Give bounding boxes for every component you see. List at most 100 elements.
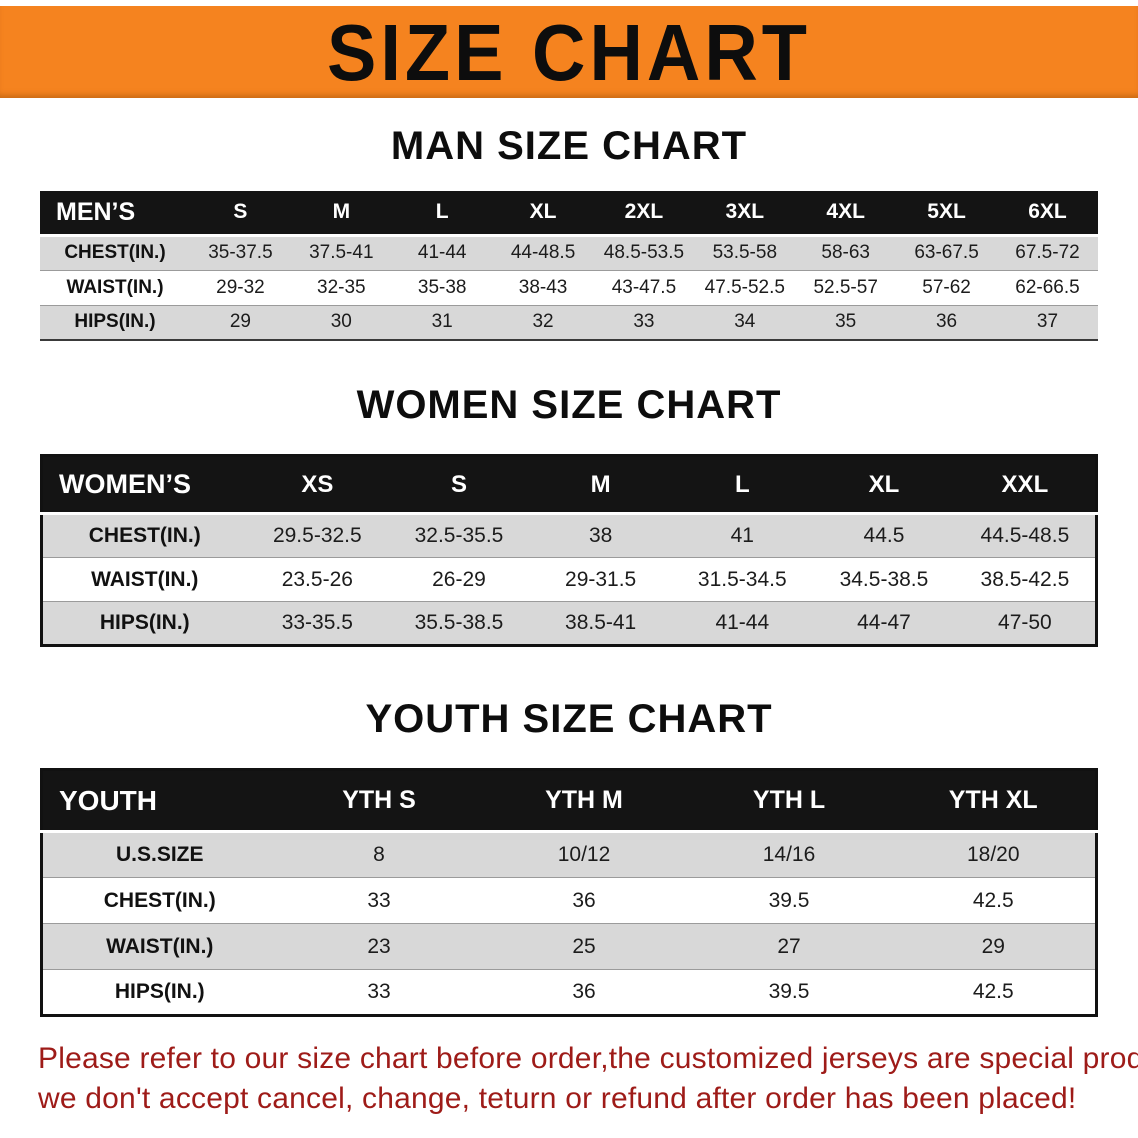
size-value: 44.5-48.5	[954, 512, 1097, 558]
size-value: 34.5-38.5	[813, 557, 955, 602]
size-value: 35.5-38.5	[388, 601, 530, 646]
size-value: 35-38	[391, 270, 493, 306]
table-row: WAIST(IN.) 23 25 27 29	[41, 923, 1097, 970]
size-column-header: L	[391, 191, 493, 235]
size-value: 36	[896, 305, 997, 341]
size-column-header: M	[290, 191, 392, 235]
size-value: 32	[492, 305, 594, 341]
size-value: 18/20	[891, 830, 1097, 878]
size-value: 33	[593, 305, 695, 341]
size-value: 63-67.5	[896, 233, 997, 271]
banner: SIZE CHART	[0, 6, 1138, 98]
disclaimer: Please refer to our size chart before or…	[38, 1039, 1138, 1118]
size-column-header: S	[388, 455, 530, 514]
size-column-header: XXL	[954, 455, 1097, 514]
table-header-row: MEN’S S M L XL 2XL 3XL 4XL 5XL 6XL	[40, 191, 1098, 235]
youth-size-table: YOUTH YTH S YTH M YTH L YTH XL U.S.SIZE 8 10/12…	[40, 768, 1098, 1017]
size-value: 31.5-34.5	[671, 557, 814, 602]
size-value: 37	[997, 305, 1098, 341]
size-value: 36	[481, 969, 687, 1016]
size-value: 43-47.5	[593, 270, 695, 306]
table-row: HIPS(IN.) 29 30 31 32 33 34 35 36 37	[40, 305, 1098, 341]
size-column-header: 5XL	[896, 191, 997, 235]
size-value: 57-62	[896, 270, 997, 306]
youth-size-chart-heading: YOUTH SIZE CHART	[365, 697, 773, 741]
size-value: 8	[276, 830, 482, 878]
row-label: WAIST(IN.)	[41, 557, 247, 602]
size-value: 38-43	[492, 270, 594, 306]
women-size-chart-heading: WOMEN SIZE CHART	[356, 383, 782, 427]
size-value: 35	[795, 305, 897, 341]
size-value: 67.5-72	[997, 233, 1098, 271]
size-value: 10/12	[481, 830, 687, 878]
size-column-header: YTH M	[481, 769, 687, 832]
row-label: WAIST(IN.)	[41, 923, 277, 970]
size-value: 47.5-52.5	[694, 270, 796, 306]
size-column-header: YTH L	[686, 769, 892, 832]
section-women: WOMEN SIZE CHART WOMEN’S XS S M L XL XXL CHEST(…	[0, 383, 1138, 647]
size-column-header: 2XL	[593, 191, 695, 235]
row-label: WAIST(IN.)	[40, 270, 190, 306]
womens-size-table: WOMEN’S XS S M L XL XXL CHEST(IN.) 29.5-32.5 32.5…	[40, 454, 1098, 647]
size-value: 39.5	[686, 877, 892, 924]
size-column-header: 3XL	[694, 191, 796, 235]
size-value: 29	[190, 305, 291, 341]
size-value: 29	[891, 923, 1097, 970]
size-value: 62-66.5	[997, 270, 1098, 306]
size-chart-page: SIZE CHART MAN SIZE CHART MEN’S S M L XL 2XL 3…	[0, 6, 1138, 1138]
size-value: 38	[529, 512, 672, 558]
size-column-header: S	[190, 191, 291, 235]
size-column-header: YTH S	[276, 769, 482, 832]
size-value: 48.5-53.5	[593, 233, 695, 271]
size-value: 44.5	[813, 512, 955, 558]
size-column-header: YTH XL	[891, 769, 1097, 832]
size-value: 41	[671, 512, 814, 558]
size-value: 30	[290, 305, 392, 341]
size-value: 42.5	[891, 969, 1097, 1016]
size-value: 41-44	[671, 601, 814, 646]
section-men: MAN SIZE CHART MEN’S S M L XL 2XL 3XL 4XL 5XL 6XL…	[0, 124, 1138, 341]
row-label: HIPS(IN.)	[41, 601, 247, 646]
row-label: CHEST(IN.)	[40, 233, 190, 271]
table-row: HIPS(IN.) 33 36 39.5 42.5	[41, 969, 1097, 1016]
size-value: 23.5-26	[246, 557, 389, 602]
row-label: U.S.SIZE	[41, 830, 277, 878]
size-value: 34	[694, 305, 796, 341]
size-value: 53.5-58	[694, 233, 796, 271]
size-value: 38.5-41	[529, 601, 672, 646]
men-size-chart-heading: MAN SIZE CHART	[390, 124, 748, 168]
size-value: 37.5-41	[290, 233, 392, 271]
table-title: WOMEN’S	[41, 455, 247, 514]
disclaimer-line-1: Please refer to our size chart before or…	[38, 1042, 1138, 1075]
row-label: CHEST(IN.)	[41, 877, 277, 924]
size-column-header: M	[529, 455, 672, 514]
size-column-header: 4XL	[795, 191, 897, 235]
size-value: 25	[481, 923, 687, 970]
table-row: WAIST(IN.) 29-32 32-35 35-38 38-43 43-47.5 47.…	[40, 270, 1098, 306]
page-title: SIZE CHART	[327, 7, 811, 97]
row-label: HIPS(IN.)	[41, 969, 277, 1016]
size-column-header: XL	[492, 191, 594, 235]
table-row: CHEST(IN.) 35-37.5 37.5-41 41-44 44-48.5 48.5…	[40, 233, 1098, 271]
table-row: HIPS(IN.) 33-35.5 35.5-38.5 38.5-41 41-44 44-…	[41, 601, 1097, 646]
size-value: 44-47	[813, 601, 955, 646]
size-column-header: 6XL	[997, 191, 1098, 235]
size-column-header: XS	[246, 455, 389, 514]
mens-size-table: MEN’S S M L XL 2XL 3XL 4XL 5XL 6XL CHEST(IN.) 35-37…	[40, 191, 1098, 341]
size-value: 36	[481, 877, 687, 924]
size-value: 29.5-32.5	[246, 512, 389, 558]
size-value: 32.5-35.5	[388, 512, 530, 558]
table-header-row: YOUTH YTH S YTH M YTH L YTH XL	[41, 769, 1097, 832]
size-value: 27	[686, 923, 892, 970]
size-value: 58-63	[795, 233, 897, 271]
size-value: 52.5-57	[795, 270, 897, 306]
table-header-row: WOMEN’S XS S M L XL XXL	[41, 455, 1097, 514]
size-value: 29-32	[190, 270, 291, 306]
size-value: 35-37.5	[190, 233, 291, 271]
table-row: CHEST(IN.) 29.5-32.5 32.5-35.5 38 41 44.5 44.5…	[41, 512, 1097, 558]
table-row: U.S.SIZE 8 10/12 14/16 18/20	[41, 830, 1097, 878]
size-value: 38.5-42.5	[954, 557, 1097, 602]
table-row: CHEST(IN.) 33 36 39.5 42.5	[41, 877, 1097, 924]
size-value: 33	[276, 877, 482, 924]
size-value: 33	[276, 969, 482, 1016]
